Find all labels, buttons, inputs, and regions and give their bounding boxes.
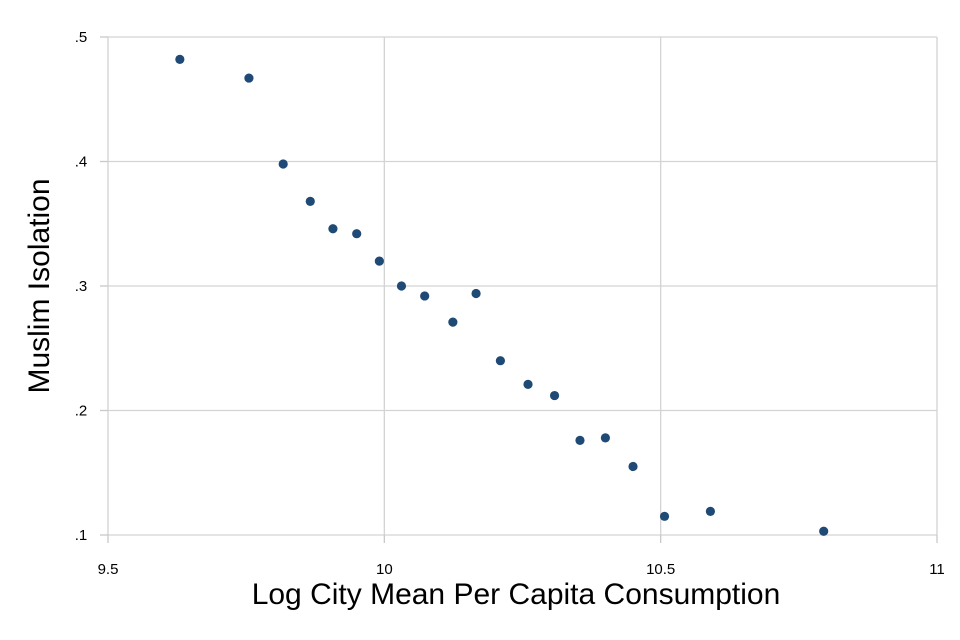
scatter-point: [659, 511, 670, 521]
scatter-point: [396, 281, 407, 291]
axis-ticks: .1 .2 .3 .4 .5 9.5 10 10.5 11: [75, 29, 945, 578]
scatter-point: [819, 526, 829, 536]
scatter-point: [175, 54, 185, 65]
scatter-point: [495, 356, 505, 366]
scatter-point: [278, 159, 288, 169]
scatter-point: [600, 433, 611, 443]
y-tick-label: .4: [75, 154, 88, 171]
x-tick-label: 9.5: [98, 561, 119, 578]
scatter-point: [471, 288, 481, 299]
scatter-point: [549, 390, 560, 401]
x-tick-label: 10.5: [646, 561, 675, 578]
scatter-point: [374, 256, 384, 266]
x-axis-title: Log City Mean Per Capita Consumption: [252, 578, 781, 611]
y-tick-label: .1: [75, 527, 88, 544]
scatter-point: [575, 435, 585, 445]
scatter-point: [523, 379, 533, 389]
y-tick-label: .3: [75, 278, 88, 295]
y-tick-label: .2: [75, 403, 88, 420]
scatter-point: [448, 317, 458, 327]
y-axis-title: Muslim Isolation: [23, 178, 56, 393]
grid: [107, 36, 938, 536]
scatter-point: [420, 291, 430, 301]
scatter-point: [628, 461, 638, 472]
x-tick-label: 11: [929, 561, 945, 578]
y-tick-label: .5: [75, 29, 88, 46]
scatter-point: [305, 196, 315, 206]
data-points: [175, 54, 829, 536]
scatter-point: [244, 73, 254, 83]
scatter-point: [705, 506, 716, 516]
scatter-point: [328, 224, 338, 234]
x-tick-label: 10: [376, 561, 393, 578]
scatter-point: [352, 229, 362, 239]
